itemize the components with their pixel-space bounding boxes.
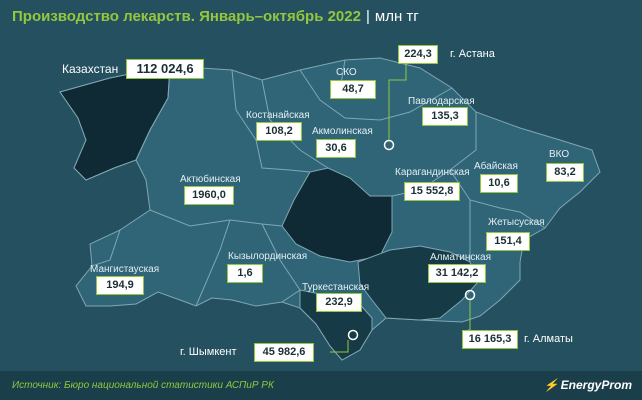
city-label-shymkent: г. Шымкент bbox=[180, 346, 237, 358]
region-value-turkestan: 232,9 bbox=[316, 293, 362, 312]
region-label-karaganda: Карагандинская bbox=[395, 167, 470, 178]
region-value-zhetysu: 151,4 bbox=[486, 232, 530, 251]
region-label-akmola: Акмолинская bbox=[312, 126, 373, 137]
region-value-kostanay: 108,2 bbox=[256, 122, 302, 141]
region-value-akmola: 30,6 bbox=[316, 139, 356, 158]
region-label-almaty-region: Алматинская bbox=[430, 252, 491, 263]
region-label-mangystau: Мангистауская bbox=[90, 264, 160, 275]
region-value-kyzylorda: 1,6 bbox=[227, 264, 263, 283]
region-label-pavlodar: Павлодарская bbox=[408, 96, 475, 107]
title-text: Производство лекарств. Январь–октябрь 20… bbox=[12, 8, 361, 25]
title-separator: | bbox=[365, 8, 370, 25]
region-value-aktobe: 1960,0 bbox=[184, 186, 234, 205]
title-unit: млн тг bbox=[374, 8, 419, 25]
region-label-turkestan: Туркестанская bbox=[302, 282, 370, 293]
page-title: Производство лекарств. Январь–октябрь 20… bbox=[12, 8, 419, 25]
energyprom-logo: ⚡ EnergyProm bbox=[544, 378, 632, 392]
shymkent-marker bbox=[347, 329, 359, 341]
total-label: Казахстан bbox=[62, 62, 119, 76]
city-label-almaty: г. Алматы bbox=[524, 333, 573, 345]
city-label-astana: г. Астана bbox=[450, 48, 495, 60]
region-label-aktobe: Актюбинская bbox=[180, 174, 241, 185]
region-label-vko: ВКО bbox=[549, 149, 570, 160]
region-value-pavlodar: 135,3 bbox=[422, 107, 468, 126]
region-value-mangystau: 194,9 bbox=[96, 276, 144, 295]
energyprom-logo-icon: ⚡ bbox=[543, 378, 559, 392]
footer-bar: Источник: Бюро национальной статистики А… bbox=[0, 371, 642, 400]
city-value-astana: 224,3 bbox=[398, 45, 438, 64]
region-label-zhetysu: Жетысуская bbox=[488, 217, 545, 228]
city-value-almaty: 16 165,3 bbox=[462, 330, 518, 349]
region-label-kostanay: Костанайская bbox=[246, 110, 310, 121]
region-value-sko: 48,7 bbox=[330, 80, 376, 99]
region-label-abay: Абайская bbox=[474, 161, 518, 172]
region-value-karaganda: 15 552,8 bbox=[404, 182, 460, 201]
astana-marker bbox=[383, 139, 395, 151]
region-value-abay: 10,6 bbox=[480, 174, 518, 193]
region-value-almaty-region: 31 142,2 bbox=[428, 264, 486, 283]
region-label-sko: СКО bbox=[336, 67, 357, 78]
region-label-kyzylorda: Кызылординская bbox=[228, 251, 308, 262]
almaty-marker bbox=[464, 289, 476, 301]
total-value: 112 024,6 bbox=[126, 59, 204, 79]
logo-text: EnergyProm bbox=[560, 378, 632, 392]
source-note: Источник: Бюро национальной статистики А… bbox=[12, 380, 274, 391]
city-value-shymkent: 45 982,6 bbox=[254, 343, 314, 362]
region-value-vko: 83,2 bbox=[546, 163, 584, 182]
